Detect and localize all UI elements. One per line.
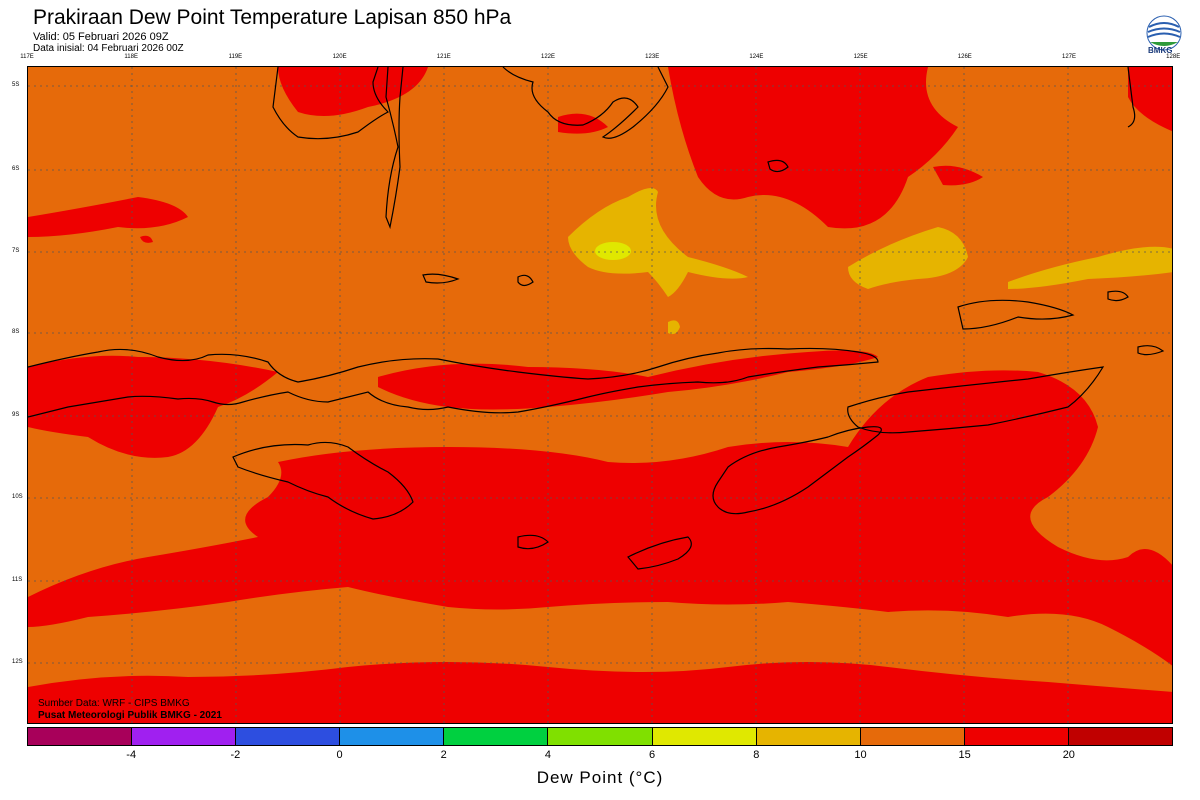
valid-time: Valid: 05 Februari 2026 09Z (33, 31, 169, 43)
dewpoint-8-10-zones (568, 188, 1172, 335)
colorbar-segment (1068, 728, 1173, 745)
colorbar-segment (652, 728, 757, 745)
colorbar-tick-label: -2 (230, 749, 241, 761)
colorbar-tick-label: 8 (753, 749, 760, 761)
lon-label: 122E (540, 54, 556, 60)
lon-label: 118E (124, 54, 138, 60)
colorbar-segment (756, 728, 861, 745)
dewpoint-map (27, 66, 1173, 724)
colorbar-tick-label: 20 (1062, 749, 1075, 761)
lon-label: 126E (957, 54, 972, 60)
logo-text: BMKG (1148, 46, 1173, 55)
colorbar (27, 727, 1173, 746)
dewpoint-field (28, 67, 1172, 723)
coastline-outlines (28, 67, 1165, 570)
lon-label: 124E (749, 54, 764, 60)
lon-label: 127E (1061, 54, 1077, 60)
colorbar-title: Dew Point (°C) (536, 768, 664, 787)
colorbar-segment (28, 728, 133, 745)
bmkg-logo-icon (1146, 15, 1182, 51)
dewpoint-15-20-zones (28, 67, 1172, 723)
map-grid-lines (28, 67, 1172, 723)
center-note: Pusat Meteorologi Publik BMKG - 2021 (38, 710, 222, 721)
lat-label: 8S (12, 329, 20, 335)
lon-label: 121E (436, 54, 451, 60)
colorbar-segment (340, 728, 445, 745)
lon-label: 128E (1166, 54, 1181, 60)
source-note: Sumber Data: WRF - CIPS BMKG (38, 698, 190, 709)
lat-label: 9S (12, 412, 20, 418)
colorbar-segment (548, 728, 653, 745)
colorbar-tick-label: 15 (958, 749, 971, 761)
lat-label: 12S (12, 659, 23, 665)
lon-label: 117E (20, 54, 34, 60)
colorbar-segment (236, 728, 341, 745)
colorbar-segment (132, 728, 237, 745)
colorbar-segment (860, 728, 965, 745)
page-title: Prakiraan Dew Point Temperature Lapisan … (33, 6, 512, 29)
lon-label: 125E (853, 54, 868, 60)
lon-label: 119E (228, 54, 243, 60)
lon-label: 120E (332, 54, 347, 60)
lat-label: 7S (12, 248, 20, 254)
colorbar-tick-label: -4 (126, 749, 137, 761)
init-time: Data inisial: 04 Februari 2026 00Z (33, 43, 184, 54)
lat-label: 11S (12, 577, 23, 583)
colorbar-segment (964, 728, 1069, 745)
colorbar-tick-label: 2 (440, 749, 447, 761)
lat-label: 5S (12, 82, 20, 88)
colorbar-tick-label: 10 (854, 749, 867, 761)
colorbar-tick-label: 6 (649, 749, 656, 761)
lon-label: 123E (645, 54, 660, 60)
lat-label: 6S (12, 166, 20, 172)
dewpoint-6-8-zone (595, 242, 631, 260)
lat-label: 10S (12, 494, 23, 500)
colorbar-tick-label: 4 (544, 749, 551, 761)
colorbar-segment (444, 728, 549, 745)
colorbar-tick-label: 0 (336, 749, 343, 761)
